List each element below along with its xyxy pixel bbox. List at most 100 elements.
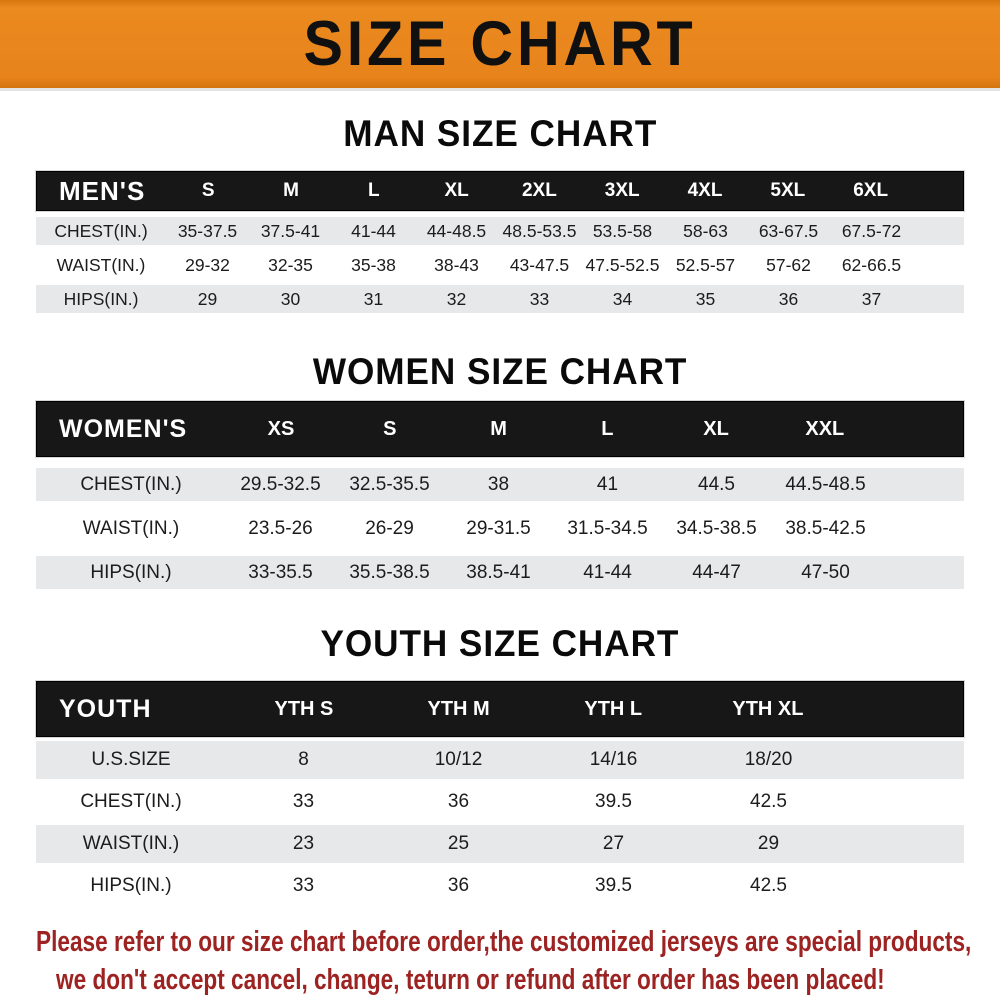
value-cell: 32 [446, 288, 467, 309]
value-cell: 34.5-38.5 [676, 517, 757, 539]
table-header-label: YOUTH [59, 694, 152, 723]
value-cell: 29-31.5 [466, 517, 531, 539]
value-cell: 35-38 [351, 254, 396, 275]
table-header-label: MEN'S [59, 175, 146, 206]
youth-table-header-row: YOUTH YTH S YTH M YTH L YTH XL [36, 681, 964, 737]
youth-size-table: YOUTH YTH S YTH M YTH L YTH XL U.S.SIZE … [36, 681, 964, 905]
table-row-chest: CHEST(IN.) 33 36 39.5 42.5 [36, 783, 964, 821]
size-column-header: XL [444, 180, 469, 201]
youth-size-chart-section: YOUTH SIZE CHART YOUTH YTH S YTH M YTH L… [0, 621, 1000, 905]
value-cell: 37 [861, 288, 882, 309]
value-cell: 29 [757, 833, 780, 854]
table-row-waist: WAIST(IN.) 23 25 27 29 [36, 825, 964, 863]
value-cell: 36 [447, 875, 470, 896]
row-label: U.S.SIZE [91, 749, 171, 770]
value-cell: 29-32 [185, 254, 230, 275]
value-cell: 39.5 [595, 875, 632, 896]
disclaimer-text-line1: Please refer to our size chart before or… [36, 926, 972, 958]
section-title-man: MAN SIZE CHART [342, 113, 658, 154]
table-row-chest: CHEST(IN.) 29.5-32.5 32.5-35.5 38 41 44.… [36, 468, 964, 501]
value-cell: 57-62 [766, 254, 811, 275]
value-cell: 47-50 [801, 561, 850, 583]
value-cell: 58-63 [683, 220, 728, 241]
table-row-hips: HIPS(IN.) 33-35.5 35.5-38.5 38.5-41 41-4… [36, 556, 964, 589]
row-label: CHEST(IN.) [54, 220, 148, 241]
value-cell: 48.5-53.5 [502, 220, 577, 241]
value-cell: 32-35 [268, 254, 313, 275]
value-cell: 44.5 [698, 473, 735, 495]
value-cell: 37.5-41 [260, 220, 321, 241]
value-cell: 38-43 [434, 254, 479, 275]
size-column-header: L [367, 180, 380, 201]
value-cell: 43-47.5 [509, 254, 570, 275]
section-title-women: WOMEN SIZE CHART [312, 351, 688, 392]
row-label: HIPS(IN.) [90, 561, 172, 583]
table-row-chest: CHEST(IN.) 35-37.5 37.5-41 41-44 44-48.5… [36, 217, 964, 245]
row-label: WAIST(IN.) [82, 833, 180, 854]
value-cell: 33 [529, 288, 550, 309]
size-column-header: YTH XL [732, 697, 804, 720]
men-size-table: MEN'S S M L XL 2XL 3XL 4XL 5XL 6XL CHEST… [36, 171, 964, 313]
value-cell: 36 [447, 791, 470, 812]
value-cell: 29.5-32.5 [240, 473, 321, 495]
row-label: HIPS(IN.) [63, 288, 139, 309]
size-column-header: 5XL [770, 180, 806, 201]
value-cell: 41-44 [351, 220, 396, 241]
men-table-header-row: MEN'S S M L XL 2XL 3XL 4XL 5XL 6XL [36, 171, 964, 211]
man-size-chart-section: MAN SIZE CHART MEN'S S M L XL 2XL 3XL 4X… [0, 111, 1000, 313]
value-cell: 25 [447, 833, 470, 854]
size-column-header: M [490, 417, 507, 440]
section-title-youth: YOUTH SIZE CHART [320, 623, 680, 664]
disclaimer: Please refer to our size chart before or… [0, 923, 1000, 999]
value-cell: 41-44 [583, 561, 632, 583]
value-cell: 29 [197, 288, 218, 309]
page-title: SIZE CHART [303, 9, 697, 79]
value-cell: 38 [487, 473, 510, 495]
value-cell: 44-47 [692, 561, 741, 583]
value-cell: 35-37.5 [177, 220, 238, 241]
value-cell: 63-67.5 [758, 220, 819, 241]
size-column-header: S [383, 417, 397, 440]
size-column-header: YTH L [584, 697, 643, 720]
value-cell: 34 [612, 288, 633, 309]
value-cell: 42.5 [750, 875, 787, 896]
value-cell: 38.5-42.5 [785, 517, 866, 539]
table-row-waist: WAIST(IN.) 29-32 32-35 35-38 38-43 43-47… [36, 251, 964, 279]
value-cell: 8 [298, 749, 309, 770]
value-cell: 33 [292, 791, 315, 812]
value-cell: 67.5-72 [841, 220, 902, 241]
value-cell: 44.5-48.5 [785, 473, 866, 495]
value-cell: 36 [778, 288, 799, 309]
size-column-header: 3XL [604, 180, 640, 201]
value-cell: 53.5-58 [592, 220, 653, 241]
table-row-waist: WAIST(IN.) 23.5-26 26-29 29-31.5 31.5-34… [36, 512, 964, 545]
size-column-header: 6XL [853, 180, 889, 201]
table-row-hips: HIPS(IN.) 33 36 39.5 42.5 [36, 867, 964, 905]
value-cell: 31.5-34.5 [567, 517, 648, 539]
size-column-header: M [283, 180, 299, 201]
value-cell: 10/12 [434, 749, 483, 770]
value-cell: 30 [280, 288, 301, 309]
value-cell: 47.5-52.5 [585, 254, 660, 275]
value-cell: 35 [695, 288, 716, 309]
value-cell: 31 [363, 288, 384, 309]
value-cell: 42.5 [750, 791, 787, 812]
row-label: WAIST(IN.) [56, 254, 146, 275]
size-column-header: 2XL [521, 180, 557, 201]
value-cell: 23 [292, 833, 315, 854]
women-size-chart-section: WOMEN SIZE CHART WOMEN'S XS S M L XL XXL… [0, 349, 1000, 589]
disclaimer-text-line2: we don't accept cancel, change, teturn o… [56, 964, 885, 996]
value-cell: 33 [292, 875, 315, 896]
row-label: HIPS(IN.) [90, 875, 172, 896]
value-cell: 41 [596, 473, 619, 495]
value-cell: 14/16 [589, 749, 638, 770]
row-label: WAIST(IN.) [82, 517, 180, 539]
table-row-hips: HIPS(IN.) 29 30 31 32 33 34 35 36 37 [36, 285, 964, 313]
size-chart-banner: SIZE CHART [0, 0, 1000, 91]
value-cell: 62-66.5 [841, 254, 902, 275]
value-cell: 18/20 [744, 749, 793, 770]
table-header-label: WOMEN'S [59, 414, 188, 443]
value-cell: 52.5-57 [675, 254, 736, 275]
value-cell: 38.5-41 [466, 561, 531, 583]
